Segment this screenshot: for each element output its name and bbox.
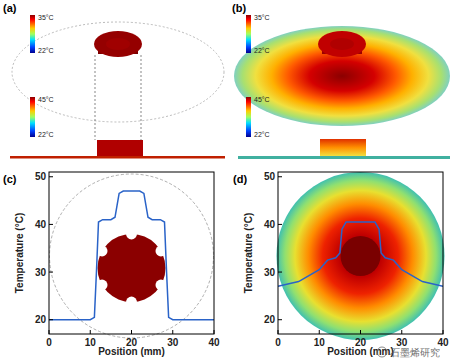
notch	[156, 246, 167, 257]
colorbar-min: 22°C	[38, 47, 54, 54]
y-tick-label: 40	[35, 219, 47, 230]
x-tick-label: 0	[46, 337, 52, 348]
x-tick	[214, 330, 215, 334]
panel-a: (a) 35°C 22°C 45°C 22°C	[3, 2, 225, 159]
y-tick	[278, 224, 282, 225]
notch	[156, 280, 167, 291]
watermark-icon	[377, 347, 387, 357]
y-axis-label: Temperature (°C)	[14, 213, 25, 294]
data-group	[278, 222, 443, 286]
x-tick	[401, 330, 402, 334]
x-tick-label: 10	[85, 337, 97, 348]
x-tick	[360, 330, 361, 334]
heat-map	[277, 172, 445, 340]
x-tick-label: 40	[208, 337, 220, 348]
colorbar-min: 22°C	[254, 131, 270, 138]
y-tick-label: 50	[264, 171, 276, 182]
watermark-text: 石墨烯研究	[390, 347, 440, 358]
disk-center	[330, 38, 354, 50]
heat-ellipse	[234, 26, 450, 126]
y-tick	[278, 319, 282, 320]
y-tick-label: 30	[264, 267, 276, 278]
x-tick-label: 0	[275, 337, 281, 348]
watermark: 石墨烯研究	[377, 347, 440, 358]
plot-frame	[49, 172, 214, 334]
film-section	[10, 156, 225, 159]
colorbar	[246, 97, 251, 137]
colorbar	[30, 97, 35, 137]
y-tick-label: 30	[35, 267, 47, 278]
x-tick	[131, 330, 132, 334]
heater-disk	[341, 236, 381, 276]
colorbar-max: 45°C	[254, 96, 270, 103]
heater-section	[97, 140, 143, 156]
plot-frame	[278, 172, 443, 334]
panel-label: (b)	[232, 2, 246, 14]
disk-top	[94, 31, 142, 57]
x-tick-label: 10	[314, 337, 326, 348]
y-tick	[49, 319, 53, 320]
guide	[95, 55, 96, 140]
x-tick	[172, 330, 173, 334]
notch	[97, 280, 108, 291]
heater-section	[320, 139, 366, 156]
colorbar-min: 22°C	[254, 47, 270, 54]
y-tick-label: 20	[264, 314, 276, 325]
figure: (a) 35°C 22°C 45°C 22°C (b) 35°C 22°C 45°C 22°C 0 1…	[0, 0, 454, 363]
x-axis-label: Position (mm)	[98, 346, 165, 357]
y-tick	[49, 176, 53, 177]
x-tick	[443, 330, 444, 334]
x-tick	[319, 330, 320, 334]
colorbar-max: 45°C	[38, 96, 54, 103]
y-tick	[278, 272, 282, 273]
guide	[141, 55, 142, 140]
y-tick	[49, 272, 53, 273]
colorbar-max: 35°C	[254, 14, 270, 21]
panel-b: (b) 35°C 22°C 45°C 22°C	[232, 2, 450, 159]
x-tick	[278, 330, 279, 334]
outline-ellipse	[12, 22, 224, 122]
x-axis-label: Position (mm)	[327, 346, 394, 357]
data-group	[49, 191, 214, 320]
x-tick-label: 30	[167, 337, 179, 348]
colorbar	[246, 15, 251, 53]
y-tick-label: 50	[35, 171, 47, 182]
y-tick-label: 20	[35, 314, 47, 325]
notch	[97, 246, 108, 257]
disk-center	[106, 38, 130, 50]
x-tick	[49, 330, 50, 334]
temperature-line	[278, 222, 443, 286]
notch	[126, 297, 137, 308]
y-tick-label: 40	[264, 219, 276, 230]
heater-disk	[98, 234, 166, 302]
colorbar	[30, 15, 35, 53]
chart-panel: 01020304020304050Position (mm)Temperatur…	[233, 171, 449, 357]
disk-top	[318, 31, 366, 57]
colorbar-max: 35°C	[38, 14, 54, 21]
chart-panel: 01020304020304050Position (mm)Temperatur…	[3, 171, 220, 357]
y-tick	[278, 176, 282, 177]
panel-label: (d)	[233, 173, 247, 185]
y-axis-label: Temperature (°C)	[243, 213, 254, 294]
colorbar-min: 22°C	[38, 131, 54, 138]
panel-label: (a)	[3, 2, 17, 14]
notch	[126, 229, 137, 240]
x-tick	[90, 330, 91, 334]
panel-label: (c)	[3, 173, 17, 185]
outline-circle	[50, 174, 214, 338]
film-section	[238, 156, 450, 159]
y-tick	[49, 224, 53, 225]
temperature-line	[49, 191, 214, 320]
